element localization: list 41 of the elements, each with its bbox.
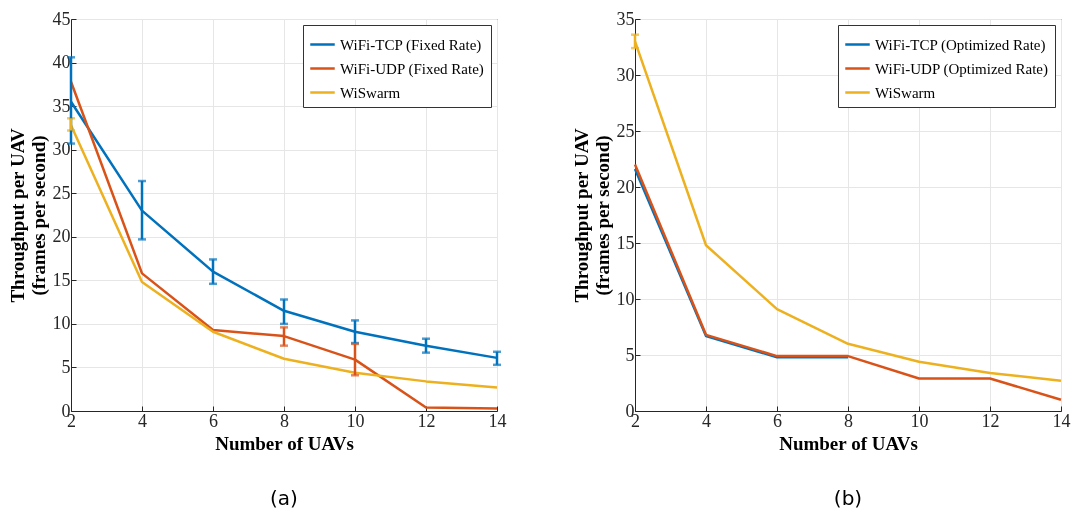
y-tick-label: 5 (61, 356, 71, 377)
y-tick-label: 15 (52, 269, 71, 290)
legend-label: WiFi-TCP (Optimized Rate) (875, 36, 1046, 54)
x-tick-label: 8 (280, 410, 289, 431)
y-tick-label: 30 (616, 64, 635, 85)
y-axis-title: Throughput per UAV (frames per second) (570, 128, 614, 303)
y-tick-label: 25 (52, 182, 71, 203)
x-tick-label: 4 (702, 410, 711, 431)
x-tick-label: 4 (138, 410, 147, 431)
y-tick-label: 35 (616, 8, 635, 29)
y-tick-label: 20 (52, 226, 71, 247)
x-tick-label: 6 (209, 410, 218, 431)
y-tick-label: 20 (616, 176, 635, 197)
y-tick-label: 45 (52, 8, 71, 29)
x-tick-label: 12 (417, 410, 436, 431)
line-series (633, 163, 1063, 402)
x-tick-label: 8 (844, 410, 853, 431)
legend-label: WiFi-UDP (Fixed Rate) (340, 60, 484, 78)
y-tick-label: 5 (625, 344, 635, 365)
x-tick-label: 14 (488, 410, 507, 431)
legend-label: WiFi-TCP (Fixed Rate) (340, 36, 482, 54)
y-tick-label: 30 (52, 139, 71, 160)
y-tick-label: 25 (616, 120, 635, 141)
y-tick-label: 15 (616, 232, 635, 253)
x-tick-label: 10 (346, 410, 365, 431)
y-axis-title: Throughput per UAV (frames per second) (6, 128, 50, 303)
x-tick-label: 10 (910, 410, 929, 431)
x-tick-label: 14 (1052, 410, 1071, 431)
text: (a) (270, 486, 298, 510)
x-tick-label: 6 (773, 410, 782, 431)
x-axis-title: Number of UAVs (779, 432, 918, 454)
legend-label: WiSwarm (340, 84, 401, 101)
text: (b) (833, 486, 863, 510)
legend-label: WiSwarm (875, 84, 936, 101)
y-tick-label: 10 (52, 313, 71, 334)
y-tick-label: 10 (616, 288, 635, 309)
legend-label: WiFi-UDP (Optimized Rate) (875, 60, 1048, 78)
x-tick-label: 12 (981, 410, 1000, 431)
y-tick-label: 35 (52, 95, 71, 116)
x-axis-title: Number of UAVs (215, 432, 354, 454)
y-tick-label: 40 (52, 52, 71, 73)
